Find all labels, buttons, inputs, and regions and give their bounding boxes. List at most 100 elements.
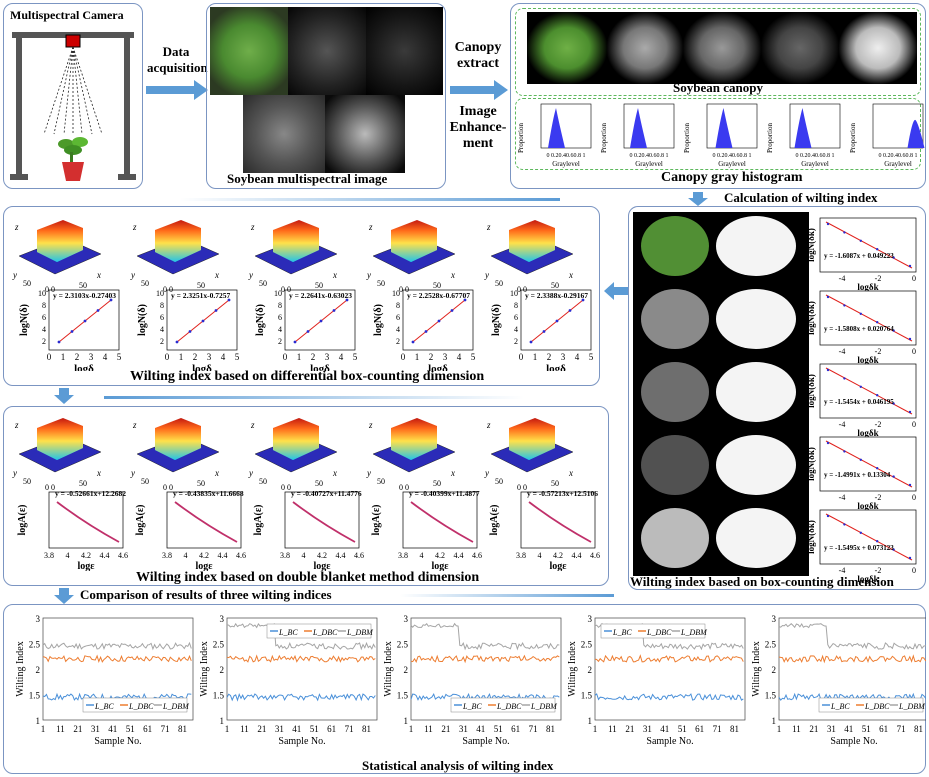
compare-xtick: 41 <box>660 724 669 734</box>
legend-label-dbc: L_DBC <box>864 702 890 711</box>
dbm-plot-5: z x y 50 0 0 50 logA(ε) 3.8 4 4.2 4.4 4.6 logε y = -0… <box>484 418 600 571</box>
dbc-ylabel: logN(δ) <box>137 304 148 336</box>
dbc-ytick: 2 <box>396 337 400 346</box>
box-point <box>908 410 912 414</box>
dbc-ytick: 2 <box>42 337 46 346</box>
box-point <box>859 239 862 242</box>
box-fit-equation: y = -1.4991x + 0.13304 <box>824 471 891 479</box>
surface-peak <box>391 418 437 460</box>
box-point <box>876 467 879 470</box>
histogram-xticks: 0 0.20.40.60.8 1 <box>879 153 918 159</box>
dbm-xlabel: logε <box>431 561 449 571</box>
box-xtick: -2 <box>875 347 882 356</box>
compare-ylabel: Wilting Index <box>199 641 210 696</box>
dbm-caption: Wilting index based on double blanket me… <box>136 570 480 585</box>
compare-ytick: 2.5 <box>765 640 777 650</box>
surface-x-label: x <box>332 270 337 280</box>
dbc-point <box>463 298 467 302</box>
compare-xtick: 1 <box>225 724 230 734</box>
compare-xtick: 31 <box>91 724 100 734</box>
dbc-xtick: 2 <box>429 352 434 362</box>
box-point <box>908 483 912 487</box>
dbm-xtick: 4.6 <box>236 551 246 560</box>
compare-ylabel: Wilting Index <box>383 641 394 696</box>
surface-tick: 50 <box>551 479 559 488</box>
dbc-ytick: 4 <box>278 325 282 334</box>
box-row-1: logN(δk) y = -1.6087x + 0.049223 -4 -2 0 logδ… <box>641 216 917 292</box>
compare-xtick: 61 <box>511 724 520 734</box>
surface-x-label: x <box>332 468 337 478</box>
dbm-xtick: 4 <box>302 551 306 560</box>
dbc-point <box>319 319 323 323</box>
compare-ytick: 3 <box>220 614 225 624</box>
compare-ytick: 2 <box>36 665 41 675</box>
compare-xlabel: Sample No. <box>830 736 877 747</box>
step-canopy-extract: Canopy extract <box>454 40 502 71</box>
compare-panel <box>3 604 926 774</box>
box-point <box>876 394 879 397</box>
compare-xtick: 41 <box>292 724 301 734</box>
surface-x-label: x <box>450 468 455 478</box>
compare-xtick: 21 <box>625 724 634 734</box>
histogram-bars <box>548 108 565 148</box>
box-point <box>826 368 830 372</box>
compare-xlabel: Sample No. <box>278 736 325 747</box>
arrow-down-2 <box>54 388 74 404</box>
surface-x-label: x <box>450 270 455 280</box>
compare-ytick: 1.5 <box>213 691 225 701</box>
dbm-panel <box>3 406 609 586</box>
compare-xtick: 71 <box>713 724 722 734</box>
dbc-xlabel: logδ <box>310 363 330 371</box>
compare-legend: L_BC L_DBC L_DBM <box>266 623 374 639</box>
box-counting-panel <box>628 206 926 590</box>
compare-series-dbc <box>42 654 192 663</box>
box-gray-image <box>641 508 709 568</box>
dbc-xtick: 5 <box>471 352 476 362</box>
compare-xtick: 51 <box>678 724 687 734</box>
compare-xtick: 41 <box>476 724 485 734</box>
dbm-xtick: 4.4 <box>572 551 582 560</box>
dbc-xtick: 4 <box>457 352 462 362</box>
dbc-ytick: 10 <box>510 289 518 298</box>
dbm-xtick: 4.2 <box>317 551 327 560</box>
step-image-enhancement: Image Enhance-ment <box>449 104 507 151</box>
histogram-xlabel: Graylevel <box>635 160 663 168</box>
compare-legend: L_BC L_DBC L_DBM <box>450 697 558 713</box>
surface-z-label: z <box>368 222 373 232</box>
canopy-band-3-image <box>683 12 761 84</box>
box-row-3: logN(δk) y = -1.5454x + 0.046195 -4 -2 0 logδ… <box>641 362 917 438</box>
dbc-xtick: 3 <box>325 352 330 362</box>
dbc-ytick: 8 <box>160 301 164 310</box>
legend-box <box>600 623 706 639</box>
dbm-ylabel: logA(ε) <box>371 505 382 536</box>
dbc-point <box>227 298 231 302</box>
dbm-xtick: 4.4 <box>100 551 110 560</box>
surface-z-label: z <box>486 222 491 232</box>
compare-xtick: 11 <box>56 724 65 734</box>
surface-x-label: x <box>214 468 219 478</box>
compare-legend: L_BC L_DBC L_DBM <box>600 623 708 639</box>
legend-label-dbc: L_DBC <box>128 702 154 711</box>
surface-tick: 0 0 <box>163 285 173 294</box>
dbm-fit-curve <box>410 501 474 543</box>
histogram-ylabel: Proportion <box>517 123 525 153</box>
dbc-point <box>542 330 546 333</box>
compare-xtick: 81 <box>546 724 555 734</box>
dbc-ytick: 8 <box>514 301 518 310</box>
camera-title: Multispectral Camera <box>10 8 124 22</box>
legend-label-dbm: L_DBM <box>346 628 374 637</box>
compare-ytick: 3 <box>36 614 41 624</box>
dbm-fit-curve <box>528 501 592 543</box>
dbm-xtick: 4.4 <box>218 551 228 560</box>
dbc-point <box>293 340 297 344</box>
surface-z-label: z <box>250 420 255 430</box>
histogram-axes <box>789 103 841 149</box>
dbc-ylabel: logN(δ) <box>19 304 30 336</box>
box-xtick: -4 <box>839 347 846 356</box>
compare-xtick: 21 <box>73 724 82 734</box>
soybean-band-5-image <box>325 95 405 173</box>
surface-tick: 0 0 <box>281 285 291 294</box>
